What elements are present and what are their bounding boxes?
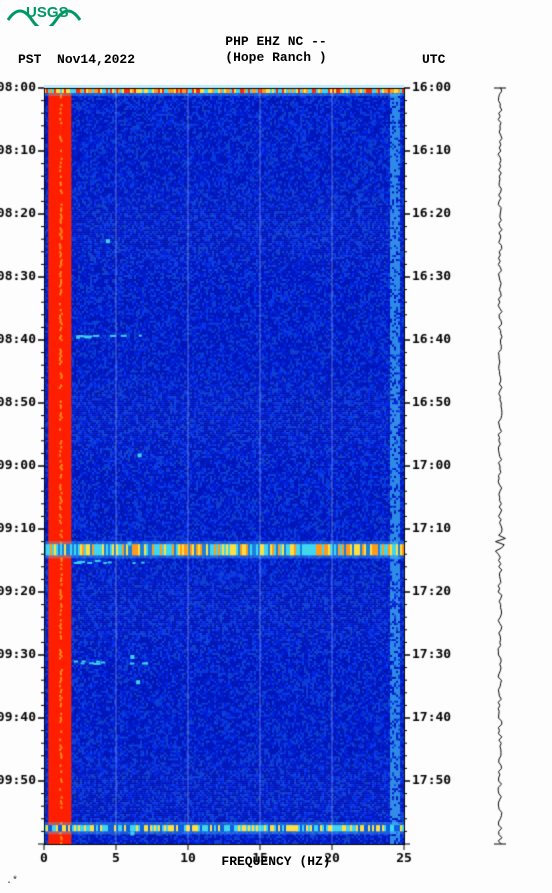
foot-mark: .* [6, 876, 18, 887]
x-axis-label: FREQUENCY (HZ) [0, 854, 552, 869]
spectrogram-plot [0, 0, 552, 893]
